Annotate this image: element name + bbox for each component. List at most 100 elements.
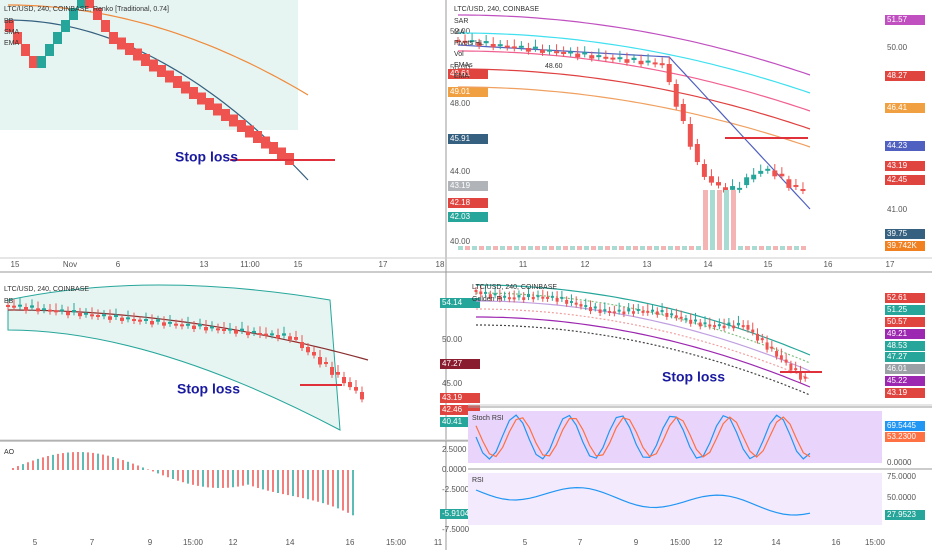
candle (30, 305, 34, 308)
volume-bar (542, 246, 547, 250)
candle (569, 300, 573, 303)
price-tag (885, 364, 925, 374)
candle (234, 330, 238, 334)
price-tag (885, 317, 925, 327)
candle (603, 56, 609, 59)
candle (693, 319, 697, 322)
volume-bar (472, 246, 477, 250)
candle (330, 367, 334, 375)
candle (603, 309, 607, 312)
x-axis-label: 16 (824, 260, 833, 269)
renko-brick (133, 48, 142, 61)
candle (793, 185, 799, 188)
renko-brick (229, 114, 238, 127)
candle (646, 310, 650, 313)
renko-brick (117, 37, 126, 50)
candle (222, 329, 226, 331)
candle (216, 328, 220, 331)
volume-bar (612, 246, 617, 250)
subpanel-title: AO (4, 449, 15, 456)
candle (546, 296, 550, 299)
x-axis-label: 12 (581, 260, 590, 269)
volume-bar (500, 246, 505, 250)
candle (598, 309, 602, 313)
price-tag-label: 53.2300 (887, 432, 916, 441)
candle (174, 323, 178, 326)
price-tag (885, 293, 925, 303)
price-tag-label: 50.57 (887, 317, 908, 326)
candle (550, 295, 554, 298)
candle (638, 60, 644, 65)
candle (708, 324, 712, 327)
candle (666, 64, 672, 83)
candle (120, 317, 124, 321)
candle (312, 352, 316, 356)
volume-bar (479, 246, 484, 250)
candle (751, 329, 755, 333)
candle (498, 296, 502, 300)
candle (596, 55, 602, 58)
candle (786, 179, 792, 188)
price-tag (885, 175, 925, 185)
x-axis-label: 17 (379, 260, 388, 269)
x-axis-label: 11 (519, 260, 528, 269)
candle (522, 297, 526, 300)
candle (670, 313, 674, 316)
legend-item: Pivots HL (454, 40, 484, 47)
x-axis-label: 12 (229, 538, 238, 547)
legend-item: Golden Fi (472, 296, 503, 303)
volume-bar (619, 246, 624, 250)
price-label: 50.00 (450, 63, 471, 72)
chart-title: LTC/USD, 240, COINBASE (472, 284, 557, 291)
candle (554, 51, 560, 54)
x-axis-label: 7 (578, 538, 583, 547)
candle (493, 293, 497, 296)
candle (541, 296, 545, 299)
volume-bar (458, 246, 463, 250)
candle (526, 293, 530, 298)
candle (78, 313, 82, 317)
renko-brick (45, 44, 54, 56)
candle (479, 291, 483, 295)
renko-brick (245, 125, 254, 138)
x-axis-label: 6 (116, 260, 121, 269)
candle (555, 297, 559, 302)
renko-brick (77, 0, 86, 8)
candle (150, 321, 154, 325)
volume-bar (752, 246, 757, 250)
candle (354, 387, 358, 391)
candle (708, 176, 714, 183)
price-tag (440, 359, 480, 369)
price-tag-label: 46.41 (887, 103, 908, 112)
candle (659, 63, 665, 66)
price-tag-label: 45.22 (887, 376, 908, 385)
price-tag (885, 241, 925, 251)
price-tag-label: 52.61 (887, 293, 908, 302)
renko-brick (165, 70, 174, 83)
candle (300, 342, 304, 349)
candle (612, 311, 616, 314)
indicator-line (476, 316, 811, 388)
price-tag-label: 27.9523 (887, 510, 916, 519)
candle (568, 51, 574, 54)
price-tag-label: 51.25 (887, 305, 908, 314)
candle (162, 322, 166, 326)
legend-item: EMA (4, 40, 20, 47)
volume-bar (759, 246, 764, 250)
candle (674, 315, 678, 318)
price-label: 0.0000 (887, 458, 912, 467)
volume-bar (710, 190, 715, 250)
price-tag (448, 198, 488, 208)
candle (469, 40, 475, 43)
candle (246, 331, 250, 336)
candle (102, 314, 106, 317)
renko-brick (277, 147, 286, 160)
renko-brick (205, 98, 214, 110)
price-tag (448, 87, 488, 97)
annotation: Stop loss (177, 381, 240, 397)
candle (593, 306, 597, 309)
candle (794, 368, 798, 371)
candle (779, 173, 785, 177)
x-axis-label: 18 (436, 260, 445, 269)
chart-title: LTC/USD, 240, COINBASE (454, 6, 539, 13)
